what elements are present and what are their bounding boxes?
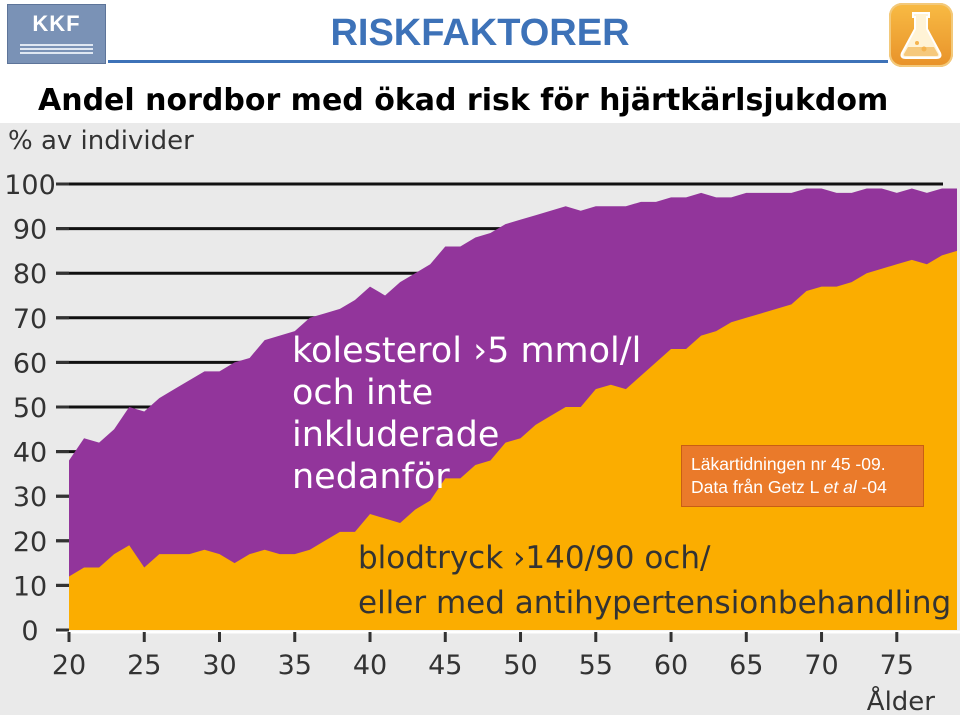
series-label-cholesterol: inkluderade <box>292 415 499 455</box>
source-note-line2-italic: et al <box>823 477 857 497</box>
y-tick-label: 40 <box>13 438 47 469</box>
y-tick-label: 20 <box>13 527 47 558</box>
y-tick-label: 10 <box>13 571 47 602</box>
x-tick-label: 20 <box>52 650 86 681</box>
y-tick-label: 50 <box>13 393 47 424</box>
series-label-cholesterol: nedanför <box>292 457 450 497</box>
series-label-cholesterol: kolesterol ›5 mmol/l <box>292 331 641 371</box>
source-note-line1: Läkartidningen nr 45 -09. <box>691 454 886 474</box>
y-tick-label: 80 <box>13 259 47 290</box>
y-tick-label: 100 <box>4 170 56 201</box>
x-tick-label: 70 <box>804 650 838 681</box>
x-tick-label: 40 <box>353 650 387 681</box>
source-note-line2: Data från Getz L et al -04 <box>691 476 923 499</box>
x-tick-label: 45 <box>428 650 462 681</box>
kkf-logo: KKF <box>7 4 106 64</box>
x-tick-label: 25 <box>127 650 161 681</box>
x-tick-label: 30 <box>202 650 236 681</box>
y-tick-label: 90 <box>13 215 47 246</box>
series-label-cholesterol: och inte <box>292 373 433 413</box>
y-tick-label: 60 <box>13 348 47 379</box>
x-tick-label: 60 <box>654 650 688 681</box>
logo-subtext-lines <box>12 42 101 54</box>
source-note-line2-post: -04 <box>856 477 887 497</box>
series-label-bloodpressure: eller med antihypertensionbehandling <box>358 585 951 621</box>
x-tick-label: 50 <box>503 650 537 681</box>
x-tick-label: 55 <box>579 650 613 681</box>
y-tick-label: 70 <box>13 304 47 335</box>
series-label-bloodpressure: blodtryck ›140/90 och/ <box>358 540 711 576</box>
flask-icon <box>889 3 953 67</box>
x-tick-label: 35 <box>278 650 312 681</box>
x-axis-label: Ålder <box>867 685 936 715</box>
source-note: Läkartidningen nr 45 -09. Data från Getz… <box>681 445 924 507</box>
page-title: RISKFAKTORER <box>330 12 630 54</box>
y-tick-label: 30 <box>13 482 47 513</box>
y-tick-label: 0 <box>21 616 38 647</box>
header-divider <box>108 60 888 63</box>
source-note-line2-pre: Data från Getz L <box>691 477 824 497</box>
chart-subtitle: Andel nordbor med ökad risk för hjärtkär… <box>38 83 889 118</box>
series-area-bloodpressure <box>69 250 957 630</box>
logo-text: KKF <box>32 11 81 36</box>
x-tick-label: 65 <box>729 650 763 681</box>
y-axis-label: % av individer <box>8 126 194 156</box>
x-tick-label: 75 <box>880 650 914 681</box>
